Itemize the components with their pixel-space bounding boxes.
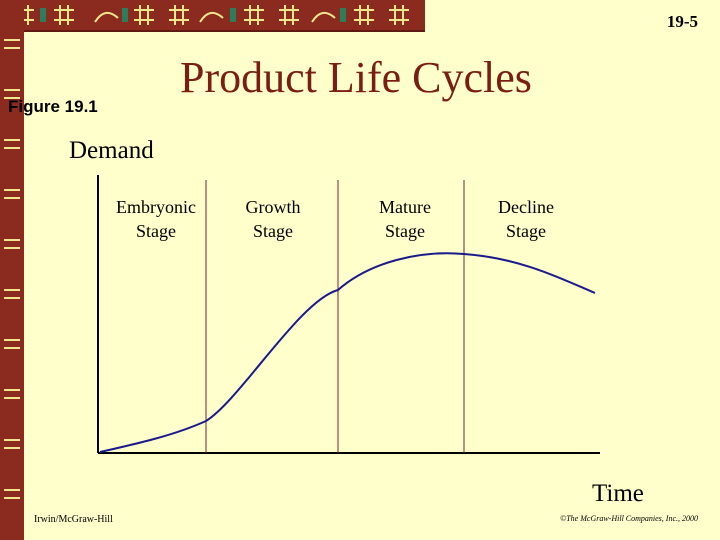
banner-pattern-icon <box>14 5 409 25</box>
copyright-footer: ©The McGraw-Hill Companies, Inc., 2000 <box>560 514 698 523</box>
x-axis-label: Time <box>592 480 644 507</box>
life-cycle-curve <box>99 252 596 453</box>
publisher-footer: Irwin/McGraw-Hill <box>34 514 113 525</box>
figure-label: Figure 19.1 <box>8 97 98 116</box>
stage-label-growth: Growth Stage <box>245 197 301 241</box>
stage-label-embryonic: Embryonic Stage <box>116 197 196 241</box>
stage-label-decline: Decline Stage <box>498 197 554 241</box>
border-pattern-icon <box>4 39 20 499</box>
y-axis-label: Demand <box>69 137 154 164</box>
stage-label-mature: Mature Stage <box>379 197 431 241</box>
slide-number: 19-5 <box>666 12 698 31</box>
slide-title: Product Life Cycles <box>180 53 532 102</box>
decorative-banner <box>0 0 425 32</box>
decorative-left-border <box>0 0 24 540</box>
